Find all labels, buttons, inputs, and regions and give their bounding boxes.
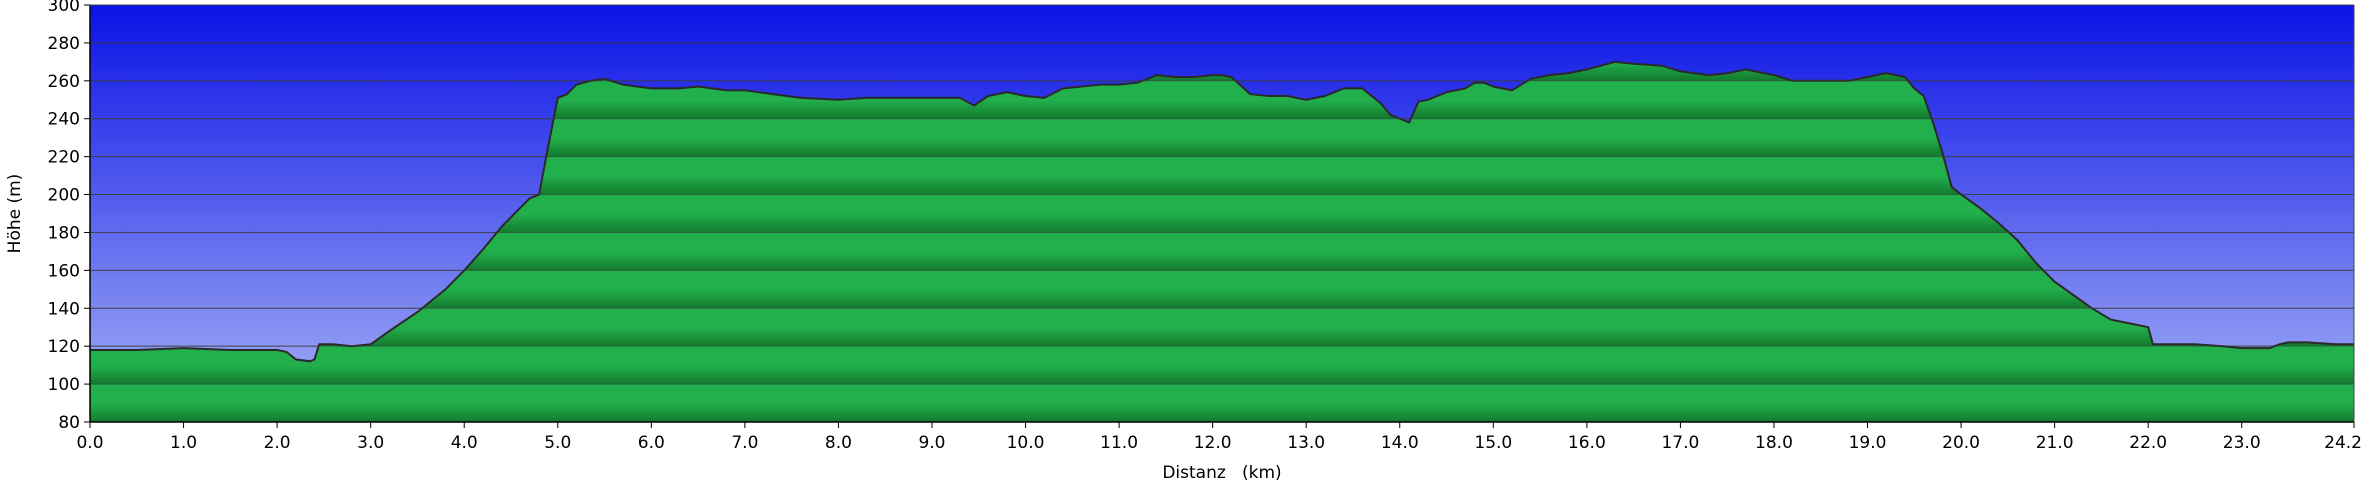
x-tick-label: 3.0 bbox=[357, 433, 384, 453]
x-tick-label: 14.0 bbox=[1381, 433, 1419, 453]
x-tick-label: 2.0 bbox=[264, 433, 291, 453]
y-axis-tick-labels: 80 100 120 140 160 180 200 220 240 260 280 300 bbox=[48, 0, 80, 433]
x-tick-label: 22.0 bbox=[2129, 433, 2167, 453]
y-tick-label: 240 bbox=[48, 110, 80, 130]
x-tick-label: 10.0 bbox=[1007, 433, 1045, 453]
y-tick-label: 100 bbox=[48, 375, 80, 395]
x-tick-label: 11.0 bbox=[1100, 433, 1138, 453]
y-tick-label: 260 bbox=[48, 72, 80, 92]
elevation-profile-line bbox=[90, 60, 2354, 363]
y-tick-label: 280 bbox=[48, 34, 80, 54]
x-tick-label: 16.0 bbox=[1568, 433, 1606, 453]
x-tick-label: 4.0 bbox=[451, 433, 478, 453]
x-tick-label: 17.0 bbox=[1661, 433, 1699, 453]
x-axis-title: Distanz (km) bbox=[1162, 463, 1281, 483]
x-tick-label: 18.0 bbox=[1755, 433, 1793, 453]
x-tick-label: 1.0 bbox=[170, 433, 197, 453]
x-tick-label: 19.0 bbox=[1849, 433, 1887, 453]
x-tick-label: 7.0 bbox=[731, 433, 758, 453]
x-tick-label: 20.0 bbox=[1942, 433, 1980, 453]
elevation-area bbox=[90, 61, 2354, 423]
x-tick-label: 21.0 bbox=[2036, 433, 2074, 453]
x-tick-label: 5.0 bbox=[544, 433, 571, 453]
y-tick-label: 180 bbox=[48, 223, 80, 243]
x-axis-tick-labels: 0.0 1.0 2.0 3.0 4.0 5.0 6.0 7.0 8.0 9.0 10.0 11.0 12… bbox=[76, 433, 2362, 453]
y-tick-label: 160 bbox=[48, 261, 80, 281]
y-tick-label: 220 bbox=[48, 148, 80, 168]
x-tick-label: 8.0 bbox=[825, 433, 852, 453]
x-tick-label: 0.0 bbox=[76, 433, 103, 453]
y-tick-label: 140 bbox=[48, 299, 80, 319]
y-tick-label: 300 bbox=[48, 0, 80, 16]
x-tick-label: 9.0 bbox=[918, 433, 945, 453]
x-tick-label: 13.0 bbox=[1287, 433, 1325, 453]
x-tick-label: 12.0 bbox=[1194, 433, 1232, 453]
x-tick-label: 24.2 bbox=[2324, 433, 2362, 453]
y-tick-label: 80 bbox=[58, 413, 80, 433]
y-tick-label: 120 bbox=[48, 337, 80, 357]
y-tick-label: 200 bbox=[48, 186, 80, 206]
axes bbox=[84, 4, 2355, 428]
x-tick-label: 23.0 bbox=[2223, 433, 2261, 453]
x-tick-label: 6.0 bbox=[638, 433, 665, 453]
x-tick-label: 15.0 bbox=[1474, 433, 1512, 453]
grid-lines-overlay bbox=[90, 42, 2354, 385]
y-axis-title: Höhe (m) bbox=[5, 174, 25, 254]
